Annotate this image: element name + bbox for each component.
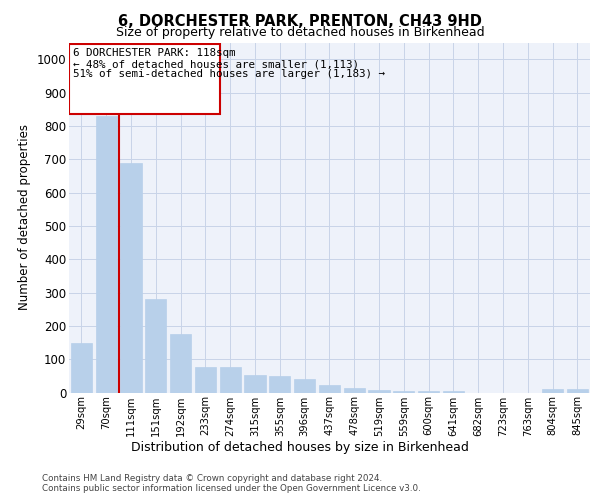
Bar: [244, 375, 266, 392]
Bar: [195, 366, 216, 392]
Bar: [567, 389, 588, 392]
Text: Size of property relative to detached houses in Birkenhead: Size of property relative to detached ho…: [116, 26, 484, 39]
FancyBboxPatch shape: [70, 44, 220, 114]
Bar: [71, 342, 92, 392]
Bar: [269, 376, 290, 392]
Bar: [368, 390, 389, 392]
Bar: [294, 379, 315, 392]
Bar: [95, 116, 117, 392]
Bar: [145, 299, 166, 392]
Text: 51% of semi-detached houses are larger (1,183) →: 51% of semi-detached houses are larger (…: [73, 69, 385, 79]
Y-axis label: Number of detached properties: Number of detached properties: [18, 124, 31, 310]
Bar: [393, 391, 415, 392]
Bar: [220, 366, 241, 392]
Bar: [170, 334, 191, 392]
Text: 6, DORCHESTER PARK, PRENTON, CH43 9HD: 6, DORCHESTER PARK, PRENTON, CH43 9HD: [118, 14, 482, 29]
Bar: [319, 385, 340, 392]
Bar: [542, 389, 563, 392]
Bar: [121, 162, 142, 392]
Text: ← 48% of detached houses are smaller (1,113): ← 48% of detached houses are smaller (1,…: [73, 59, 359, 69]
Bar: [344, 388, 365, 392]
Text: Contains HM Land Registry data © Crown copyright and database right 2024.: Contains HM Land Registry data © Crown c…: [42, 474, 382, 483]
Text: Contains public sector information licensed under the Open Government Licence v3: Contains public sector information licen…: [42, 484, 421, 493]
Text: Distribution of detached houses by size in Birkenhead: Distribution of detached houses by size …: [131, 442, 469, 454]
Bar: [443, 391, 464, 392]
Bar: [418, 391, 439, 392]
Text: 6 DORCHESTER PARK: 118sqm: 6 DORCHESTER PARK: 118sqm: [73, 48, 236, 58]
